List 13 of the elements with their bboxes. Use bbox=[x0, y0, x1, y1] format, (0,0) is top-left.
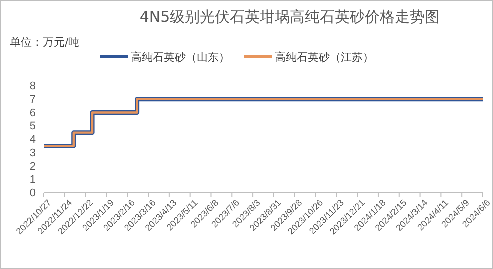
y-tick-label: 2 bbox=[30, 160, 36, 173]
y-axis-title: 单位：万元/吨 bbox=[10, 36, 80, 49]
legend-label: 高纯石英砂（山东） bbox=[131, 51, 230, 64]
chart-title: 4N5级别光伏石英坩埚高纯石英砂价格走势图 bbox=[140, 8, 440, 26]
y-tick-label: 5 bbox=[30, 120, 36, 133]
legend-label: 高纯石英砂（江苏） bbox=[275, 51, 374, 64]
y-tick-label: 8 bbox=[30, 80, 36, 93]
y-tick-label: 4 bbox=[30, 134, 36, 146]
y-tick-label: 6 bbox=[30, 107, 36, 120]
y-tick-label: 7 bbox=[30, 94, 36, 106]
y-tick-label: 0 bbox=[30, 188, 36, 200]
y-tick-label: 1 bbox=[30, 174, 36, 186]
y-tick-label: 3 bbox=[30, 147, 36, 160]
